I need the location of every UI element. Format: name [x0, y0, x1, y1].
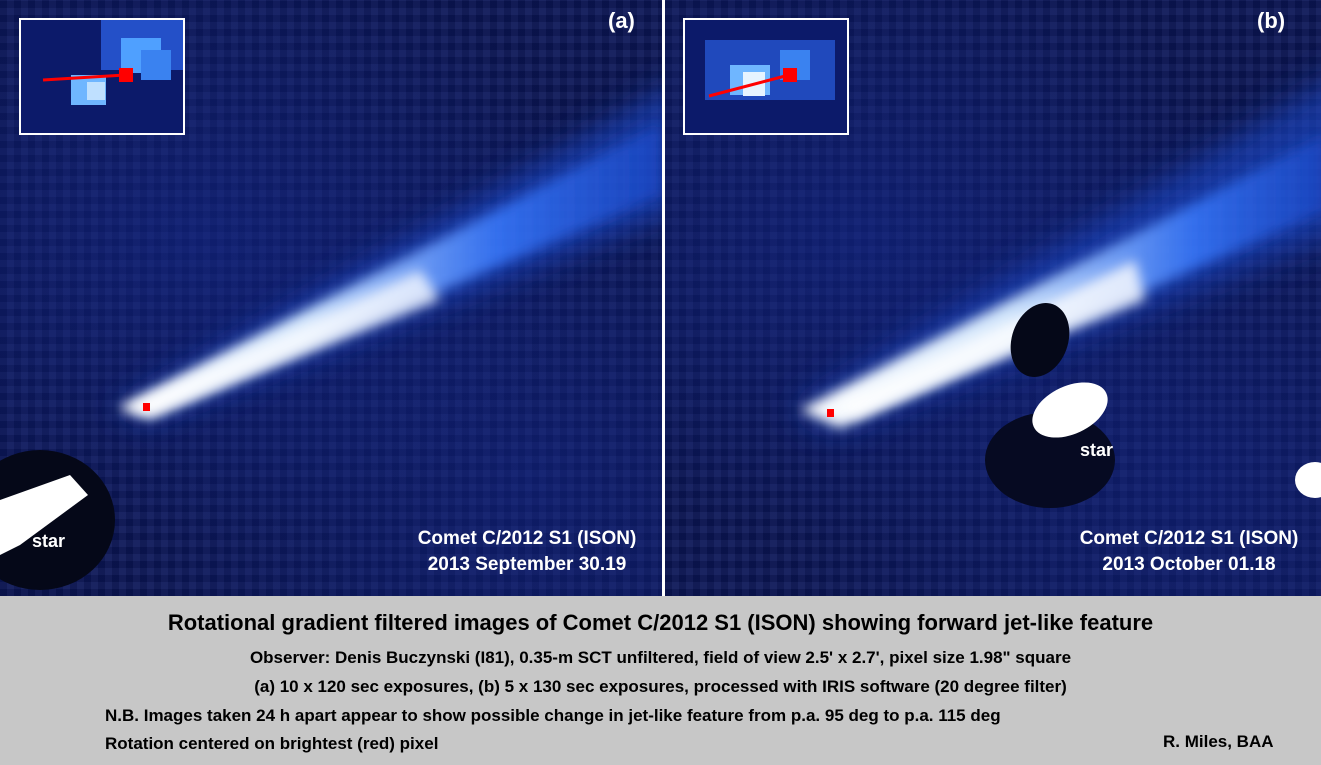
star-blob-edge	[1295, 462, 1321, 498]
image-panel-b: (b) star Comet C/2012 S1 (ISON) 2013 Oct…	[665, 0, 1321, 596]
star-shadow	[0, 450, 115, 590]
comet-image-a	[0, 90, 662, 590]
image-panel-a: (a) star Comet C/2012 S1 (ISON) 2013 Sep…	[0, 0, 662, 596]
exposure-info: (a) 10 x 120 sec exposures, (b) 5 x 130 …	[254, 677, 1067, 696]
star-blob	[1032, 382, 1108, 438]
image-caption: Comet C/2012 S1 (ISON) 2013 September 30…	[392, 526, 662, 578]
star-shadow	[985, 412, 1115, 508]
shadow-region	[1010, 303, 1070, 377]
caption-object: Comet C/2012 S1 (ISON)	[417, 528, 637, 549]
note-text: N.B. Images taken 24 h apart appear to s…	[105, 706, 1001, 725]
credit-text: R. Miles, BAA	[1163, 732, 1274, 751]
caption-footer: Rotational gradient filtered images of C…	[0, 596, 1321, 765]
star-blob	[0, 475, 88, 555]
panel-divider	[662, 0, 665, 596]
star-label: star	[32, 531, 66, 551]
comet-image-b	[795, 84, 1321, 508]
caption-object: Comet C/2012 S1 (ISON)	[1079, 528, 1299, 549]
image-caption: Comet C/2012 S1 (ISON) 2013 October 01.1…	[1057, 526, 1321, 578]
rotation-note: Rotation centered on brightest (red) pix…	[105, 734, 439, 753]
caption-date: 2013 September 30.19	[427, 554, 627, 575]
brightest-pixel-marker	[143, 403, 150, 411]
zoom-inset-a	[19, 18, 185, 135]
star-label: star	[1080, 440, 1114, 460]
figure-title: Rotational gradient filtered images of C…	[167, 610, 1154, 635]
caption-date: 2013 October 01.18	[1102, 554, 1276, 575]
brightest-pixel-marker	[827, 409, 834, 417]
panel-label: (b)	[1257, 8, 1286, 33]
observer-info: Observer: Denis Buczynski (I81), 0.35-m …	[249, 648, 1072, 667]
zoom-inset-b	[683, 18, 849, 135]
panel-label: (a)	[608, 8, 635, 33]
